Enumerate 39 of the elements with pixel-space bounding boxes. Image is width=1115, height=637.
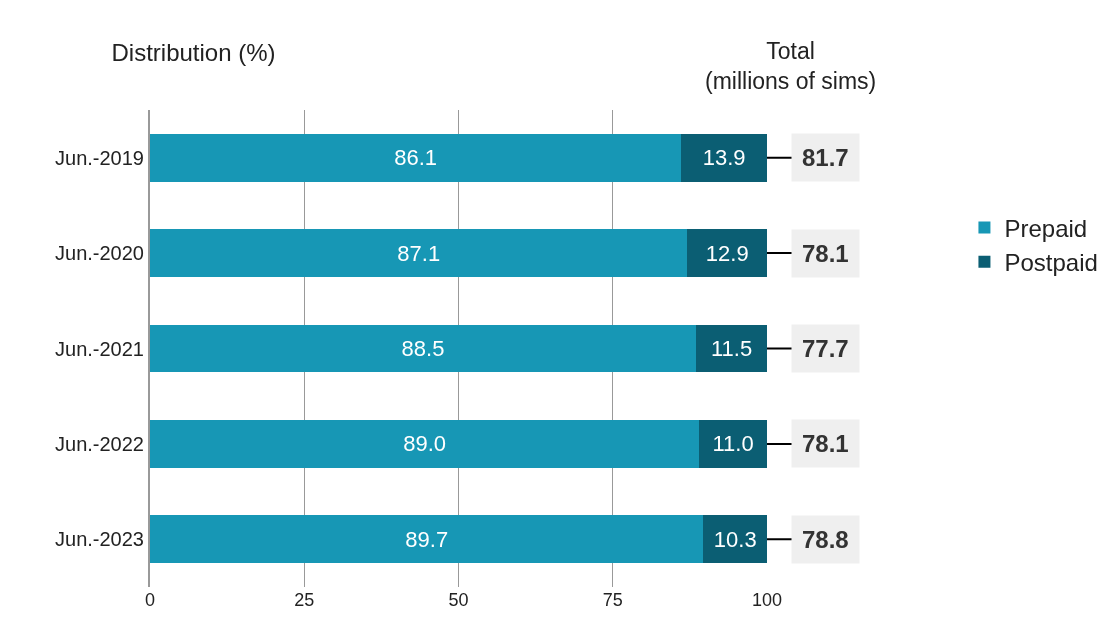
y-tick-label: Jun.-2023 — [55, 528, 144, 551]
x-tick-label: 100 — [751, 590, 783, 610]
y-tick-label: Jun.-2021 — [55, 337, 144, 360]
bar — [150, 133, 682, 182]
x-tick-label: 25 — [294, 590, 315, 610]
y-tick-label: Jun.-2022 — [55, 432, 144, 455]
data-label: 88.5 — [401, 336, 445, 361]
text: Total (millions of sims) — [705, 38, 877, 94]
legend-label: Postpaid — [1004, 249, 1098, 277]
text: 78.1 — [802, 430, 849, 457]
text: 77.7 — [802, 335, 849, 362]
legend-label: Prepaid — [1004, 214, 1088, 242]
bar — [150, 229, 688, 277]
data-label: 11.0 — [712, 431, 754, 457]
bar — [696, 324, 767, 373]
chart-title: Distribution (%) — [111, 39, 276, 67]
bar — [687, 229, 767, 277]
x-tick-label: 50 — [448, 590, 469, 610]
bar — [150, 324, 697, 373]
data-label: 86.1 — [394, 145, 438, 171]
bar — [681, 133, 767, 182]
data-label: 89.7 — [405, 526, 449, 552]
text: 78.8 — [802, 526, 849, 553]
data-label: 12.9 — [705, 240, 749, 266]
data-label: 11.5 — [710, 336, 753, 361]
y-tick-label: Jun.-2019 — [55, 146, 144, 169]
x-tick-label: 75 — [602, 590, 623, 610]
bar — [150, 420, 700, 468]
bar — [699, 420, 767, 468]
data-label: 89.0 — [403, 431, 446, 457]
text: 78.1 — [802, 240, 849, 267]
bar — [150, 515, 704, 564]
data-label: 10.3 — [713, 526, 757, 552]
data-label: 87.1 — [397, 240, 441, 266]
x-tick-label: 0 — [144, 590, 156, 610]
y-tick-label: Jun.-2020 — [55, 242, 144, 265]
bar — [703, 515, 767, 564]
data-label: 13.9 — [702, 145, 746, 171]
text: 81.7 — [802, 144, 849, 171]
